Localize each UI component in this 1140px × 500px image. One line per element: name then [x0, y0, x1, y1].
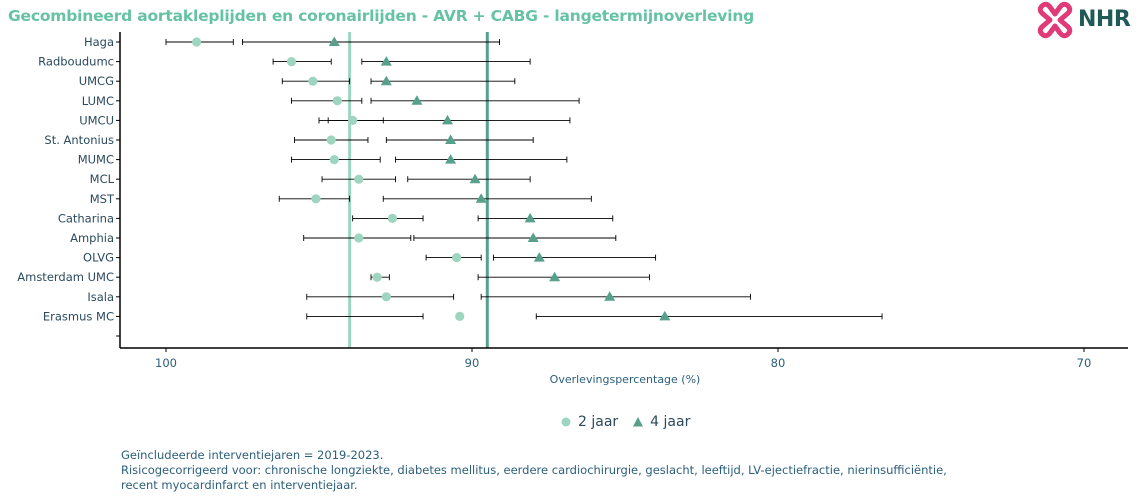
y-tick-label: St. Antonius [44, 133, 114, 147]
y-tick-label: MST [90, 192, 115, 206]
y-tick-label: Catharina [58, 211, 114, 225]
point-4-jaar [475, 193, 487, 203]
data-markers [192, 36, 671, 321]
y-tick-label: Haga [84, 35, 114, 49]
y-tick-label: Isala [87, 290, 114, 304]
point-2-jaar [354, 233, 364, 243]
x-tick-label: 90 [465, 356, 480, 370]
point-4-jaar [524, 212, 536, 223]
point-2-jaar [308, 76, 318, 86]
x-tick-label: 80 [771, 356, 786, 370]
point-4-jaar [445, 154, 457, 164]
point-2-jaar [286, 57, 297, 67]
y-tick-label: Erasmus MC [43, 309, 114, 323]
point-2-jaar [387, 213, 398, 223]
y-tick-label: Amphia [70, 231, 114, 245]
point-2-jaar [452, 253, 462, 263]
point-2-jaar [332, 96, 342, 106]
point-4-jaar [411, 95, 423, 105]
point-2-jaar [326, 135, 336, 145]
y-tick-label: MUMC [78, 153, 114, 167]
point-4-jaar [442, 114, 454, 125]
y-axis-labels: Haga Radboudumc UMCG LUMC UMCU St. Antonius MU… [17, 32, 121, 348]
point-4-jaar [527, 232, 539, 242]
legend-item-4-jaar: 4 jaar [632, 414, 690, 430]
point-4-jaar [445, 134, 457, 144]
nhr-logo: NHR [1034, 0, 1140, 40]
x-tick-label: 100 [155, 356, 177, 370]
legend: 2 jaar 4 jaar [560, 412, 704, 432]
point-4-jaar [533, 252, 545, 262]
y-tick-label: MCL [90, 172, 115, 186]
y-tick-label: OLVG [83, 251, 114, 265]
forest-plot: Haga Radboudumc UMCG LUMC UMCU St. Antonius MU… [17, 32, 1128, 386]
legend-label: 4 jaar [650, 414, 691, 430]
point-2-jaar [354, 174, 364, 184]
nhr-cross-logo-icon [1037, 1, 1073, 39]
legend-item-2-jaar: 2 jaar [560, 414, 618, 430]
footnote-years: Geïncludeerde interventiejaren = 2019-20… [121, 448, 384, 462]
point-2-jaar [381, 292, 391, 302]
point-4-jaar [659, 310, 671, 321]
y-tick-label: Amsterdam UMC [17, 270, 114, 284]
x-tick-label: 70 [1077, 356, 1092, 370]
point-2-jaar [372, 272, 382, 282]
point-4-jaar [328, 36, 340, 46]
x-axis: 100 90 80 70 [120, 347, 1128, 370]
y-tick-label: UMCU [79, 113, 114, 127]
confidence-intervals [165, 39, 883, 320]
point-4-jaar [380, 75, 392, 86]
point-4-jaar [380, 56, 392, 66]
point-2-jaar [311, 194, 321, 204]
y-tick-label: UMCG [79, 74, 114, 88]
legend-label: 2 jaar [578, 414, 619, 430]
point-2-jaar [192, 37, 202, 47]
y-tick-label: LUMC [82, 94, 114, 108]
y-tick-label: Radboudumc [38, 55, 114, 69]
point-2-jaar [348, 115, 358, 125]
reference-lines [348, 32, 489, 348]
point-4-jaar [469, 173, 481, 184]
point-4-jaar [549, 271, 561, 282]
x-axis-title: Overlevingspercentage (%) [550, 373, 701, 386]
footnote-risk-adjustment: Risicogecorrigeerd voor: chronische long… [121, 463, 947, 477]
point-2-jaar [455, 311, 465, 321]
logo-text: NHR [1078, 7, 1131, 32]
point-4-jaar [604, 291, 616, 301]
circle-marker-icon [561, 417, 571, 427]
chart-title: Gecombineerd aortakleplijden en coronair… [8, 7, 755, 25]
footnotes: Geïncludeerde interventiejaren = 2019-20… [121, 448, 947, 493]
point-2-jaar [329, 155, 339, 165]
footnote-risk-adjustment-cont: recent myocardinfarct en interventiejaar… [121, 478, 358, 492]
triangle-marker-icon [633, 417, 644, 427]
